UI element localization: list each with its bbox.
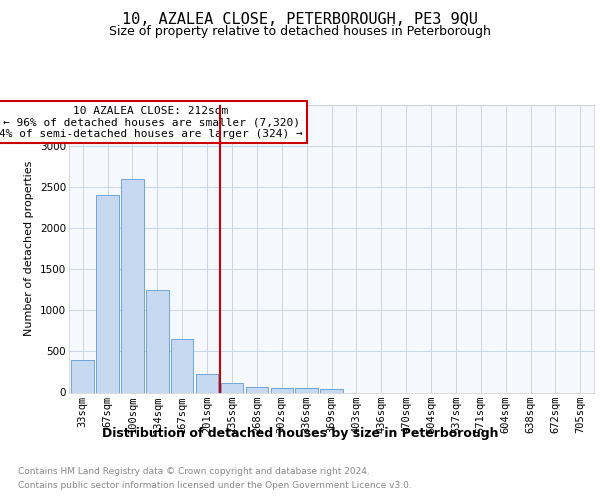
Y-axis label: Number of detached properties: Number of detached properties [25, 161, 34, 336]
Bar [97, 196, 119, 392]
Bar [320, 389, 343, 392]
Bar [295, 388, 318, 392]
Text: Distribution of detached houses by size in Peterborough: Distribution of detached houses by size … [102, 428, 498, 440]
Bar [171, 339, 193, 392]
Text: 10, AZALEA CLOSE, PETERBOROUGH, PE3 9QU: 10, AZALEA CLOSE, PETERBOROUGH, PE3 9QU [122, 12, 478, 28]
Bar [221, 384, 243, 392]
Bar [146, 290, 169, 392]
Bar [121, 179, 143, 392]
Bar [245, 387, 268, 392]
Text: 10 AZALEA CLOSE: 212sqm
← 96% of detached houses are smaller (7,320)
4% of semi-: 10 AZALEA CLOSE: 212sqm ← 96% of detache… [0, 106, 303, 139]
Bar [196, 374, 218, 392]
Text: Contains public sector information licensed under the Open Government Licence v3: Contains public sector information licen… [18, 481, 412, 490]
Text: Size of property relative to detached houses in Peterborough: Size of property relative to detached ho… [109, 25, 491, 38]
Text: Contains HM Land Registry data © Crown copyright and database right 2024.: Contains HM Land Registry data © Crown c… [18, 468, 370, 476]
Bar [271, 388, 293, 392]
Bar [71, 360, 94, 392]
